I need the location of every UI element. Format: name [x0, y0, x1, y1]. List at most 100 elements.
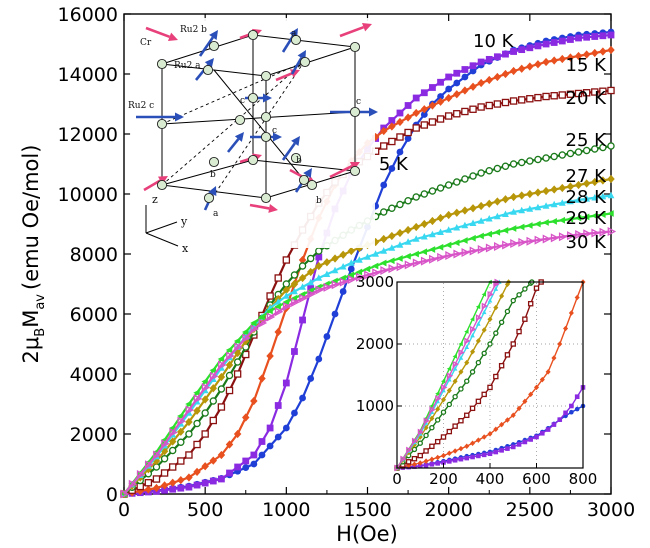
data-point	[201, 378, 208, 385]
data-point	[266, 442, 274, 450]
data-point	[591, 145, 599, 153]
inset-data-point	[458, 369, 464, 375]
data-point	[315, 253, 323, 261]
data-point	[339, 250, 347, 259]
inset-data-point	[458, 456, 464, 462]
arrow-head	[263, 93, 272, 103]
data-point	[185, 451, 193, 459]
data-point	[429, 254, 438, 264]
data-point	[607, 174, 615, 184]
data-point	[315, 285, 324, 295]
data-point	[493, 164, 502, 173]
inset-data-point	[441, 387, 446, 393]
inset-data-point	[487, 341, 493, 347]
data-point	[420, 219, 429, 229]
inset-data-point	[405, 459, 412, 465]
inset-data-point	[440, 378, 446, 384]
data-point	[534, 203, 542, 211]
data-point	[550, 152, 558, 161]
y-title-mid: M	[19, 310, 43, 328]
ru-spin-arrow	[281, 136, 300, 161]
data-point	[542, 202, 550, 209]
inset-data-point	[411, 446, 418, 453]
spin-arrows	[136, 22, 378, 213]
data-point	[477, 245, 487, 254]
atom	[156, 179, 168, 191]
inset-data-point	[534, 434, 539, 440]
data-point	[315, 261, 323, 271]
inset-data-point	[493, 373, 499, 380]
y-tick-label: 10000	[58, 184, 118, 206]
atom	[156, 58, 168, 70]
coordinate-axes	[145, 205, 179, 247]
data-point	[209, 397, 217, 405]
inset-data-point	[522, 398, 528, 405]
inset-data-point	[458, 355, 464, 360]
temp-label: 29 K	[566, 208, 608, 229]
data-point	[436, 97, 445, 106]
data-point	[193, 467, 201, 476]
data-point	[282, 292, 290, 299]
temp-label: 5 K	[379, 154, 409, 175]
data-point	[517, 223, 525, 231]
data-point	[291, 409, 298, 417]
inset-data-point	[487, 298, 493, 303]
data-point	[347, 259, 355, 266]
inset-y-tick-label: 2000	[356, 335, 394, 353]
atom-label-ru2c: Ru2 c	[128, 101, 154, 111]
data-point	[258, 318, 268, 328]
atom-label-c-upper: c	[240, 96, 245, 106]
inset-data-point	[481, 452, 487, 458]
data-point	[550, 217, 557, 225]
data-point	[388, 117, 396, 124]
atom	[290, 34, 302, 46]
data-point	[364, 253, 371, 260]
data-point	[566, 90, 575, 98]
data-point	[193, 394, 203, 404]
cr-spin-arrow	[249, 203, 278, 213]
inset-data-point	[452, 457, 458, 463]
data-point	[371, 262, 379, 270]
inset-data-point	[481, 434, 487, 440]
data-point	[380, 181, 388, 189]
data-point	[233, 370, 242, 378]
data-point	[396, 109, 404, 117]
inset-y-tick-label: 1000	[356, 397, 394, 415]
data-point	[599, 143, 607, 152]
data-point	[177, 484, 185, 492]
atom	[156, 118, 168, 130]
data-point	[558, 37, 566, 45]
ru-spin-arrow	[226, 132, 244, 153]
data-point	[193, 419, 201, 428]
data-point	[185, 400, 192, 408]
data-point	[599, 47, 607, 56]
data-point	[355, 256, 363, 263]
data-point	[169, 485, 177, 493]
inset-data-point	[551, 422, 557, 427]
inset-x-tick-label: 400	[476, 470, 505, 488]
data-point	[371, 132, 380, 142]
inset-x-tick-label: 200	[429, 470, 458, 488]
data-point	[371, 237, 380, 247]
data-point	[436, 184, 445, 192]
inset-data-point	[493, 280, 500, 288]
data-point	[258, 313, 265, 321]
data-point	[339, 288, 347, 295]
data-point	[493, 197, 502, 206]
data-point	[412, 193, 420, 201]
data-point	[485, 167, 493, 175]
data-point	[444, 112, 453, 120]
arrow-head	[209, 30, 218, 40]
inset-data-point	[452, 354, 457, 359]
data-point	[574, 148, 583, 156]
data-point	[437, 228, 444, 235]
data-point	[534, 60, 542, 69]
data-point	[444, 93, 453, 103]
data-point	[282, 298, 290, 306]
data-point	[225, 440, 234, 449]
inset-data-point	[440, 409, 447, 415]
data-point	[453, 239, 460, 247]
data-point	[161, 439, 170, 449]
data-point	[242, 413, 250, 422]
data-point	[225, 360, 234, 370]
